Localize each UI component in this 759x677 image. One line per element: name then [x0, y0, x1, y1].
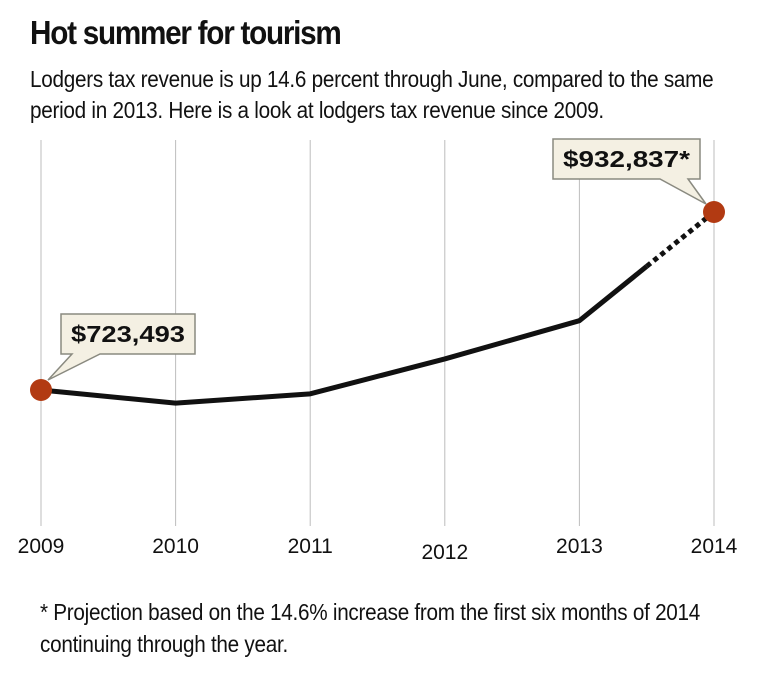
series-line [40, 210, 716, 406]
line-chart: $723,493$932,837* 2009 2010 2011 2012 2013 20… [18, 138, 738, 564]
series-line-projection [645, 210, 716, 269]
chart-subtitle: Lodgers tax revenue is up 14.6 percent t… [30, 66, 714, 123]
tick-label-2014: 2014 [691, 535, 738, 558]
tick-label-2013: 2013 [556, 535, 603, 558]
x-axis-ticks: 2009 2010 2011 2012 2013 2014 [18, 535, 738, 564]
data-point-2014 [703, 201, 725, 223]
callout-2009: $723,493 [47, 313, 196, 381]
data-points [30, 201, 725, 401]
callout-box [47, 313, 196, 381]
callout-2014: $932,837* [552, 138, 707, 205]
tick-label-2012: 2012 [421, 541, 468, 564]
chart-title: Hot summer for tourism [30, 14, 342, 51]
gridlines [40, 140, 715, 526]
chart-footnote: * Projection based on the 14.6% increase… [40, 599, 701, 657]
callout-box [552, 138, 707, 205]
series-line-actual [40, 264, 649, 406]
callouts: $723,493 $932,837* [47, 138, 707, 381]
callout-label: $932,837* [563, 146, 690, 172]
tick-label-2010: 2010 [152, 535, 199, 558]
tick-label-2009: 2009 [18, 535, 65, 558]
data-point-2009 [30, 379, 52, 401]
callout-label: $723,493 [71, 321, 185, 347]
tick-label-2011: 2011 [288, 535, 333, 558]
